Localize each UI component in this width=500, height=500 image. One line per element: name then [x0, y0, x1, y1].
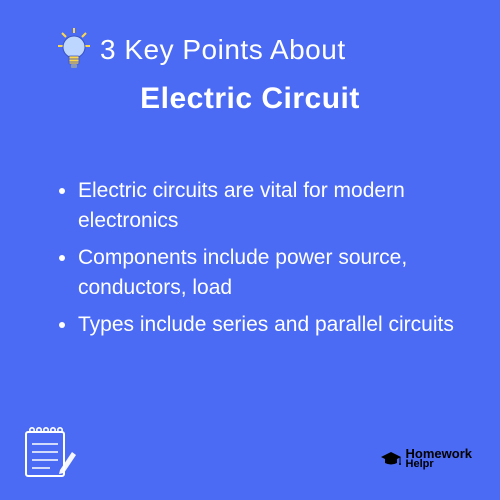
list-item: Components include power source, conduct…	[78, 243, 454, 304]
title-subject: Electric Circuit	[36, 82, 464, 116]
header-row: 3 Key Points About	[56, 28, 464, 72]
list-item: Types include series and parallel circui…	[78, 310, 454, 340]
key-points-list: Electric circuits are vital for modern e…	[36, 176, 464, 340]
logo-text: Homework Helpr	[406, 447, 472, 470]
info-card: 3 Key Points About Electric Circuit Elec…	[0, 0, 500, 500]
brand-logo: Homework Helpr	[380, 447, 472, 470]
graduation-cap-icon	[380, 451, 402, 467]
notepad-icon	[20, 422, 78, 480]
list-item: Electric circuits are vital for modern e…	[78, 176, 454, 237]
title-prefix: 3 Key Points About	[100, 34, 346, 66]
lightbulb-icon	[56, 28, 92, 72]
